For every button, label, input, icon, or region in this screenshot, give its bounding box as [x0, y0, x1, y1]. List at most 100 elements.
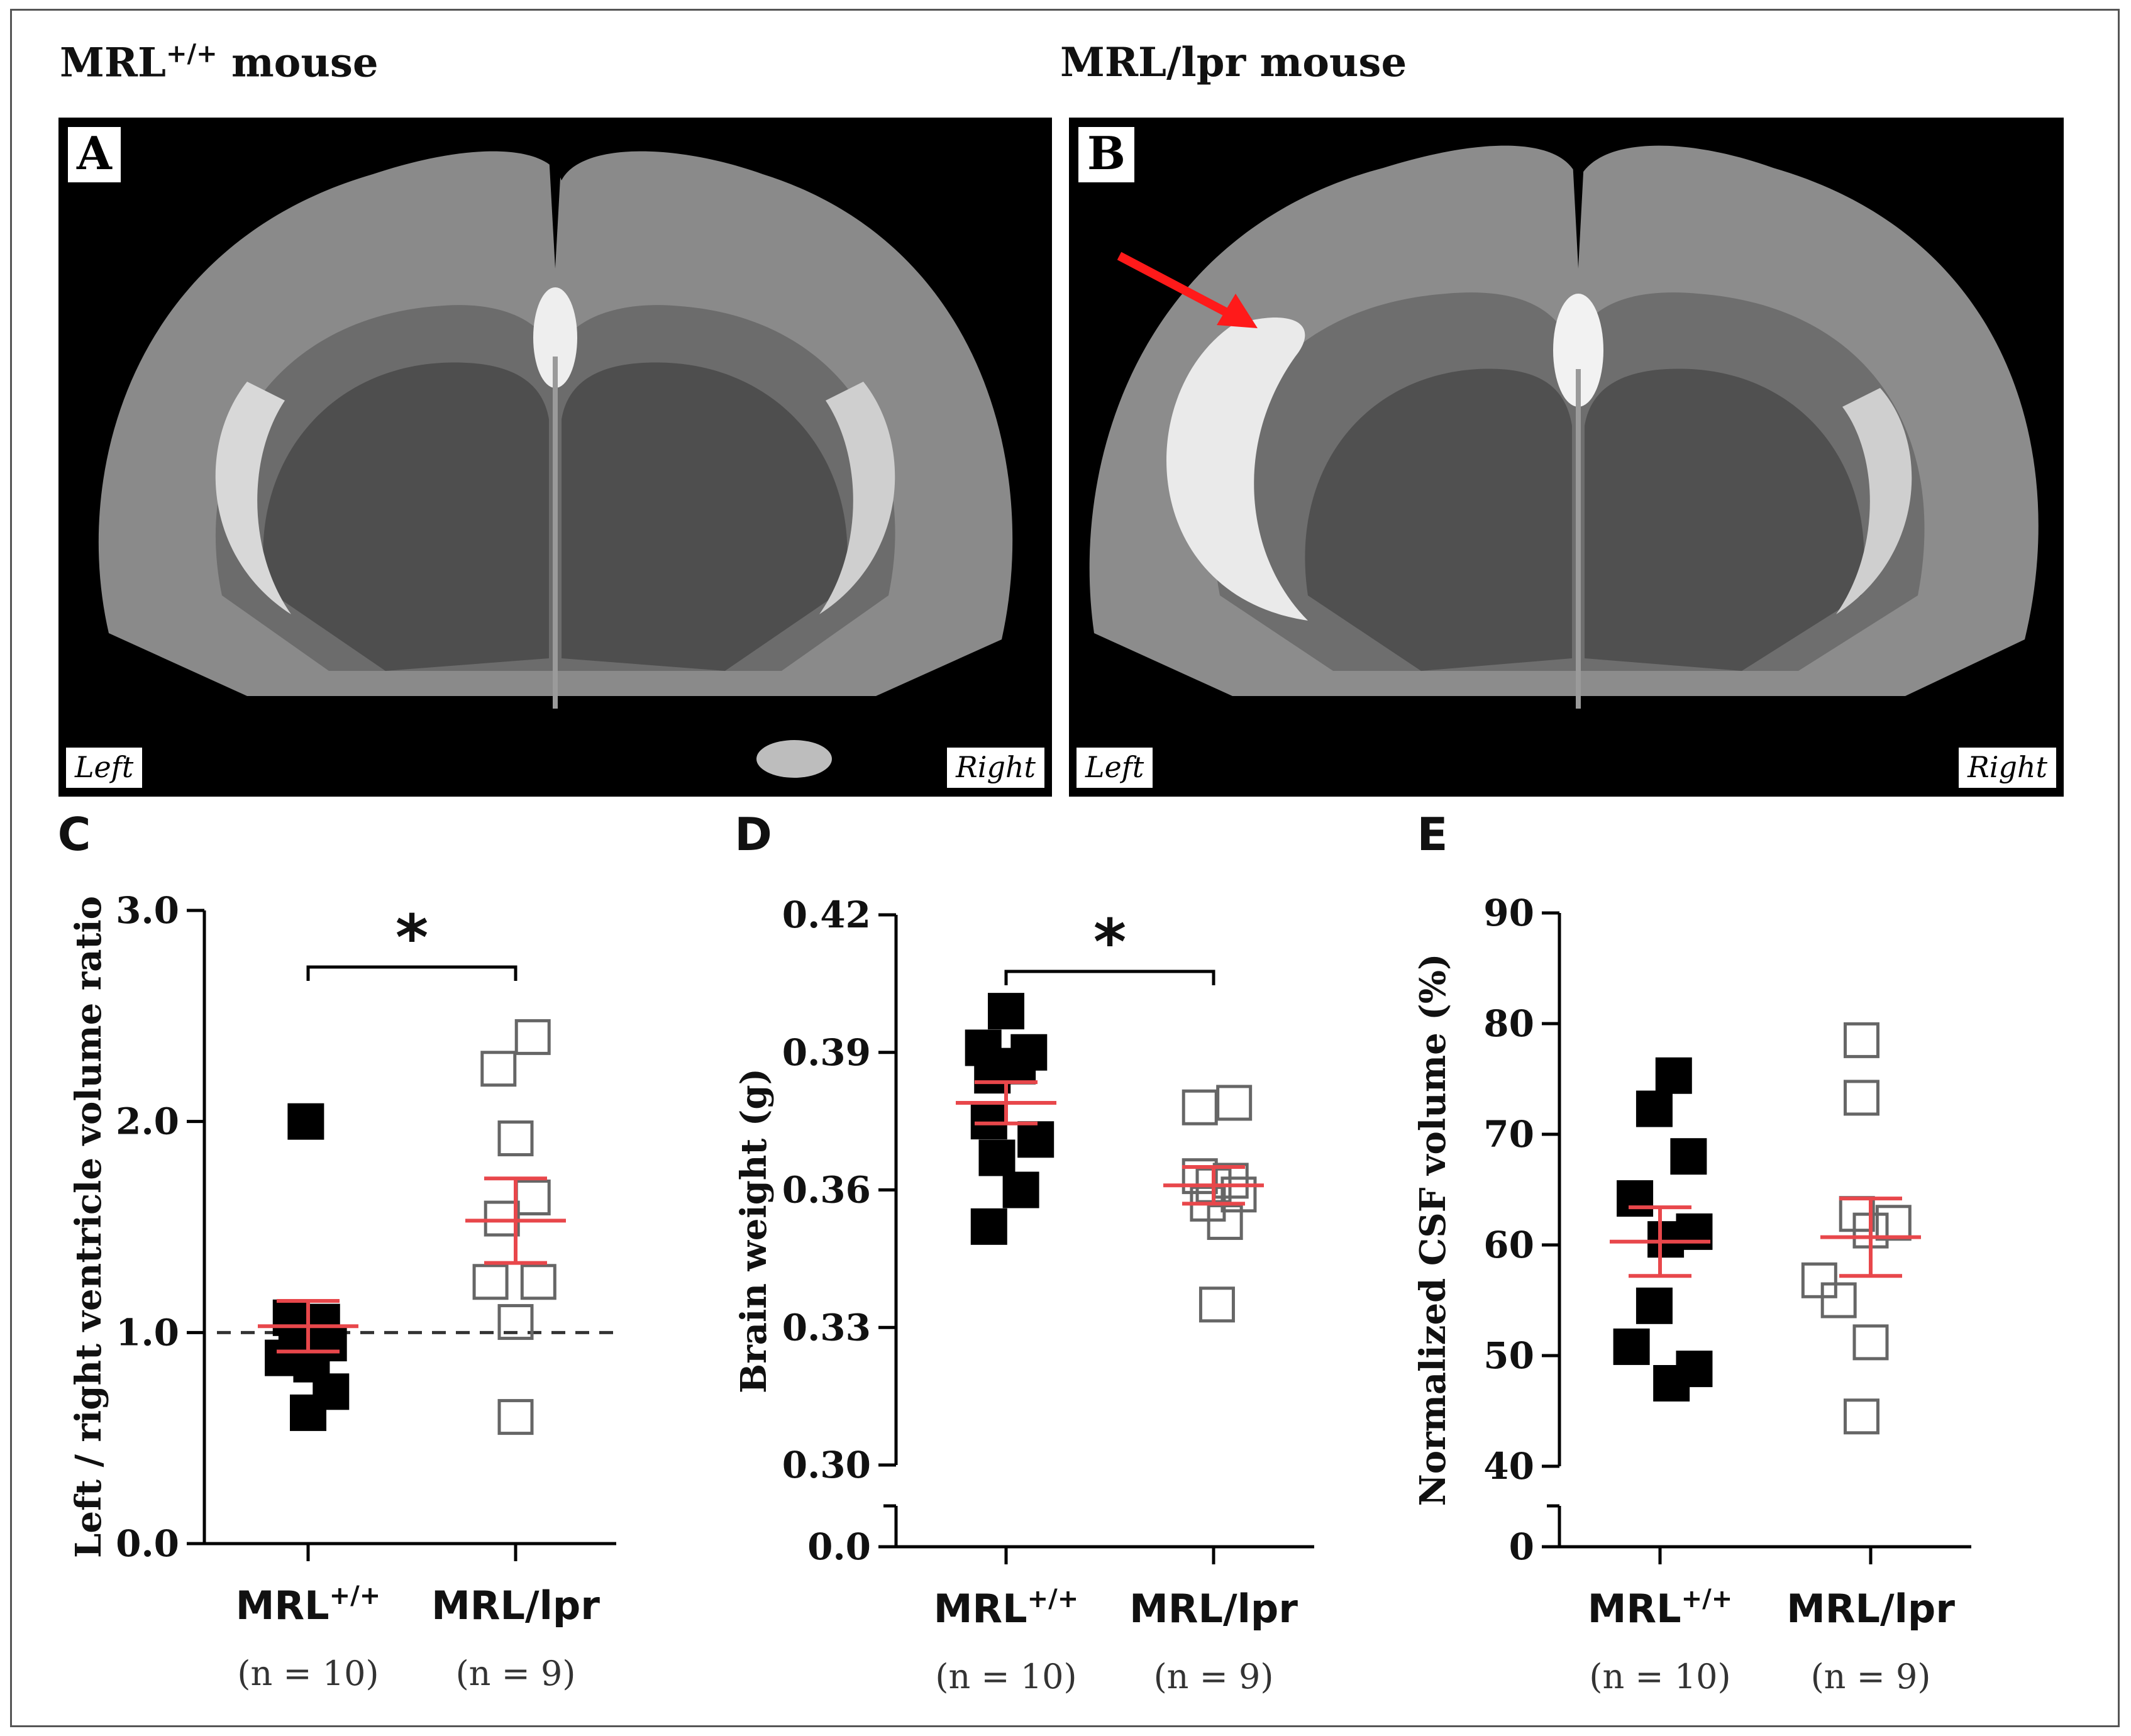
panel-letter-a: A — [66, 125, 123, 184]
y-tick-label: 60 — [1483, 1224, 1534, 1266]
data-point-open — [1820, 1282, 1857, 1319]
data-point-open — [1843, 1080, 1879, 1116]
x-group-n-label: (n = 10) — [935, 1657, 1077, 1696]
data-point-open — [497, 1304, 534, 1341]
data-point-filled — [1636, 1090, 1673, 1127]
data-point-open — [1182, 1158, 1218, 1195]
data-point-open — [480, 1051, 517, 1087]
data-point-filled — [1647, 1221, 1685, 1258]
data-point-filled — [1653, 1365, 1690, 1402]
x-group-n-label: (n = 10) — [1589, 1657, 1730, 1696]
data-point-filled — [1613, 1328, 1650, 1365]
left-hemisphere-core — [1305, 368, 1572, 671]
data-point-open — [1801, 1262, 1837, 1298]
x-group-n-label: (n = 10) — [237, 1654, 379, 1693]
y-axis-label: Brain weight (g) — [733, 1068, 775, 1393]
panel-letter-e: E — [1417, 808, 1447, 861]
left-ventricle — [215, 382, 291, 614]
brain-scan-a — [98, 151, 1013, 778]
x-group-label: MRL+/+ — [236, 1581, 381, 1628]
data-point-open — [497, 1399, 534, 1435]
data-point-open — [1216, 1085, 1253, 1121]
x-group-label: MRL+/+ — [934, 1584, 1079, 1632]
left-label-a: Left — [65, 746, 144, 789]
data-point-filled — [1636, 1287, 1673, 1324]
significance-bracket — [306, 965, 518, 981]
data-point-filled — [1017, 1121, 1054, 1158]
y-tick-label: 40 — [1483, 1445, 1534, 1488]
data-point-open — [1843, 1398, 1879, 1435]
artifact-blob — [756, 740, 832, 778]
data-point-filled — [1617, 1180, 1654, 1217]
y-tick-label: 0.0 — [807, 1525, 871, 1568]
y-tick-label: 90 — [1483, 892, 1534, 934]
data-point-open — [1852, 1324, 1889, 1361]
panel-letter-b: B — [1077, 125, 1136, 184]
data-point-open — [1875, 1205, 1912, 1241]
y-tick-label: 0.36 — [782, 1169, 871, 1212]
right-label-a: Right — [946, 746, 1046, 789]
right-ventricle — [819, 382, 895, 614]
right-label-b: Right — [1957, 746, 2057, 789]
significance-star: * — [396, 901, 428, 975]
x-group-n-label: (n = 9) — [1154, 1657, 1274, 1696]
data-point-filled — [978, 1139, 1016, 1176]
y-tick-label: 2.0 — [116, 1100, 179, 1143]
midline-ventricle — [1553, 294, 1603, 407]
left-label-b: Left — [1075, 746, 1154, 789]
y-tick-label: 80 — [1483, 1002, 1534, 1045]
data-point-filled — [290, 1394, 326, 1431]
fissure — [1572, 149, 1585, 268]
right-hemisphere-core — [562, 362, 848, 671]
data-point-open — [1198, 1286, 1235, 1323]
data-point-open — [472, 1264, 509, 1300]
data-point-open — [484, 1200, 520, 1237]
data-point-filled — [988, 993, 1024, 1030]
data-point-filled — [970, 1103, 1007, 1140]
data-point-filled — [287, 1103, 324, 1140]
data-point-open — [514, 1180, 551, 1216]
y-tick-label: 0.42 — [782, 893, 871, 936]
y-tick-label: 50 — [1483, 1334, 1534, 1377]
data-point-open — [1207, 1204, 1243, 1241]
y-tick-label: 3.0 — [116, 889, 179, 932]
data-point-open — [1182, 1089, 1218, 1125]
figure-frame — [10, 9, 2120, 1727]
left-ventricle-enlarged — [1166, 318, 1308, 621]
arrow-shaft — [1117, 252, 1241, 323]
caption-mrl-lpr: MRL/lpr mouse — [1060, 39, 1407, 86]
caption-mrl-wildtype: MRL+/+ mouse — [60, 39, 379, 87]
right-hemisphere-core — [1585, 368, 1864, 671]
fissure — [549, 155, 562, 268]
data-point-open — [520, 1264, 556, 1300]
midline-ventricle — [533, 287, 577, 388]
brain-scan-b — [1089, 145, 2039, 709]
y-tick-label: 0.39 — [782, 1031, 871, 1074]
x-group-n-label: (n = 9) — [456, 1654, 576, 1693]
y-tick-label: 0.0 — [116, 1522, 179, 1565]
significance-bracket — [1004, 970, 1215, 985]
y-tick-label: 0.30 — [782, 1444, 871, 1486]
x-group-label: MRL/lpr — [1786, 1586, 1955, 1632]
y-axis-label: Normalized CSF volume (%) — [1412, 954, 1454, 1507]
y-axis-label: Left / right ventricle volume ratio — [68, 896, 109, 1558]
x-group-n-label: (n = 9) — [1811, 1657, 1931, 1696]
y-tick-label: 70 — [1483, 1113, 1534, 1156]
data-point-filled — [1002, 1171, 1039, 1208]
data-point-open — [497, 1120, 534, 1157]
y-tick-label: 1.0 — [116, 1311, 179, 1354]
midline — [1576, 369, 1581, 709]
arrow-head-icon — [1217, 294, 1258, 328]
data-point-open — [1220, 1176, 1257, 1213]
x-group-label: MRL/lpr — [431, 1583, 600, 1628]
data-point-filled — [970, 1208, 1007, 1245]
mri-image-b: B Left Right — [1069, 118, 2064, 797]
y-tick-label: 0 — [1509, 1525, 1534, 1568]
left-hemisphere-core — [263, 362, 549, 671]
mri-image-a: A Left Right — [58, 118, 1052, 797]
data-point-filled — [1655, 1057, 1692, 1094]
data-point-open — [514, 1019, 551, 1055]
significance-star: * — [1093, 905, 1126, 979]
midline — [553, 357, 558, 709]
